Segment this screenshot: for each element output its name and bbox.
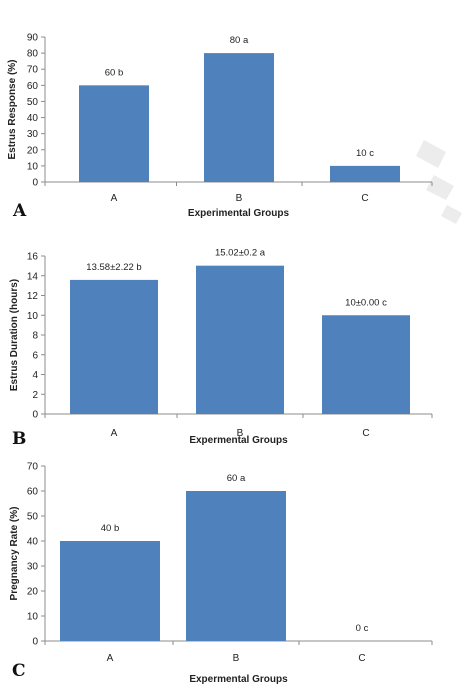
y-tick-label: 40 — [27, 537, 39, 548]
x-axis-title: Expermental Groups — [189, 435, 288, 446]
bar-a — [60, 541, 160, 641]
x-axis-title: Expermental Groups — [189, 674, 288, 685]
data-label-c: 0 c — [356, 623, 369, 634]
watermark — [416, 140, 462, 224]
panel-letter: A — [12, 201, 27, 221]
y-tick-label: 80 — [27, 49, 39, 60]
y-tick-label: 30 — [27, 129, 39, 140]
data-label-a: 13.58±2.22 b — [86, 262, 141, 273]
data-label-a: 60 b — [105, 67, 124, 78]
bar-b — [204, 53, 274, 182]
y-tick-label: 50 — [27, 97, 39, 108]
y-tick-label: 4 — [32, 370, 38, 381]
panel-letter: B — [12, 429, 26, 449]
y-tick-label: 10 — [27, 311, 39, 322]
y-tick-label: 30 — [27, 562, 39, 573]
x-tick-label: B — [233, 653, 240, 664]
y-tick-label: 50 — [27, 512, 39, 523]
y-tick-label: 60 — [27, 487, 39, 498]
y-tick-label: 2 — [32, 390, 38, 401]
x-tick-label: A — [111, 193, 118, 204]
y-tick-label: 0 — [32, 178, 38, 189]
bar-a — [70, 279, 158, 414]
y-tick-label: 90 — [27, 33, 39, 44]
data-label-b: 60 a — [227, 473, 246, 484]
x-tick-label: A — [111, 428, 118, 439]
data-label-c: 10±0.00 c — [345, 297, 387, 308]
data-label-a: 40 b — [101, 523, 120, 534]
data-label-b: 15.02±0.2 a — [215, 248, 266, 259]
y-tick-label: 12 — [27, 291, 39, 302]
chart-panel-a: 0 10 20 30 40 50 60 70 80 90 60 b A 80 a B 10 c C Experi… — [7, 33, 433, 221]
data-label-c: 10 c — [356, 148, 374, 159]
y-tick-label: 10 — [27, 612, 39, 623]
x-tick-label: C — [358, 653, 365, 664]
bar-a — [79, 85, 149, 182]
y-axis-title: Estrus Response (%) — [7, 59, 18, 159]
y-axis-title: Pregnancy Rate (%) — [9, 507, 20, 601]
x-tick-label: A — [107, 653, 114, 664]
y-tick-label: 0 — [32, 637, 38, 648]
bar-c — [322, 315, 410, 414]
bar-b — [196, 265, 284, 414]
y-tick-label: 16 — [27, 252, 39, 263]
y-tick-label: 70 — [27, 65, 39, 76]
y-tick-label: 70 — [27, 462, 39, 473]
x-tick-label: B — [237, 428, 244, 439]
y-tick-label: 10 — [27, 161, 39, 172]
bar-c — [330, 165, 400, 182]
y-tick-label: 0 — [32, 410, 38, 421]
y-tick-label: 14 — [27, 271, 39, 282]
bar-b — [186, 491, 286, 641]
y-tick-label: 6 — [32, 350, 38, 361]
y-tick-label: 60 — [27, 81, 39, 92]
y-tick-label: 8 — [32, 331, 38, 342]
x-tick-label: B — [236, 193, 243, 204]
x-tick-label: C — [361, 193, 368, 204]
y-tick-label: 20 — [27, 587, 39, 598]
data-label-b: 80 a — [230, 35, 249, 46]
x-tick-label: C — [362, 428, 369, 439]
y-axis-title: Estrus Duration (hours) — [9, 279, 20, 391]
y-tick-label: 20 — [27, 145, 39, 156]
y-tick-label: 40 — [27, 113, 39, 124]
panel-letter: C — [12, 661, 26, 681]
chart-panel-c: 0 10 20 30 40 50 60 70 40 b A 60 a B 0 c C Expermental… — [9, 462, 433, 685]
chart-panel-b: 0 2 4 6 8 10 12 14 16 13.58±2.22 b A 15.02±0.2 a B 10… — [9, 248, 433, 449]
x-axis-title: Experimental Groups — [188, 208, 290, 219]
